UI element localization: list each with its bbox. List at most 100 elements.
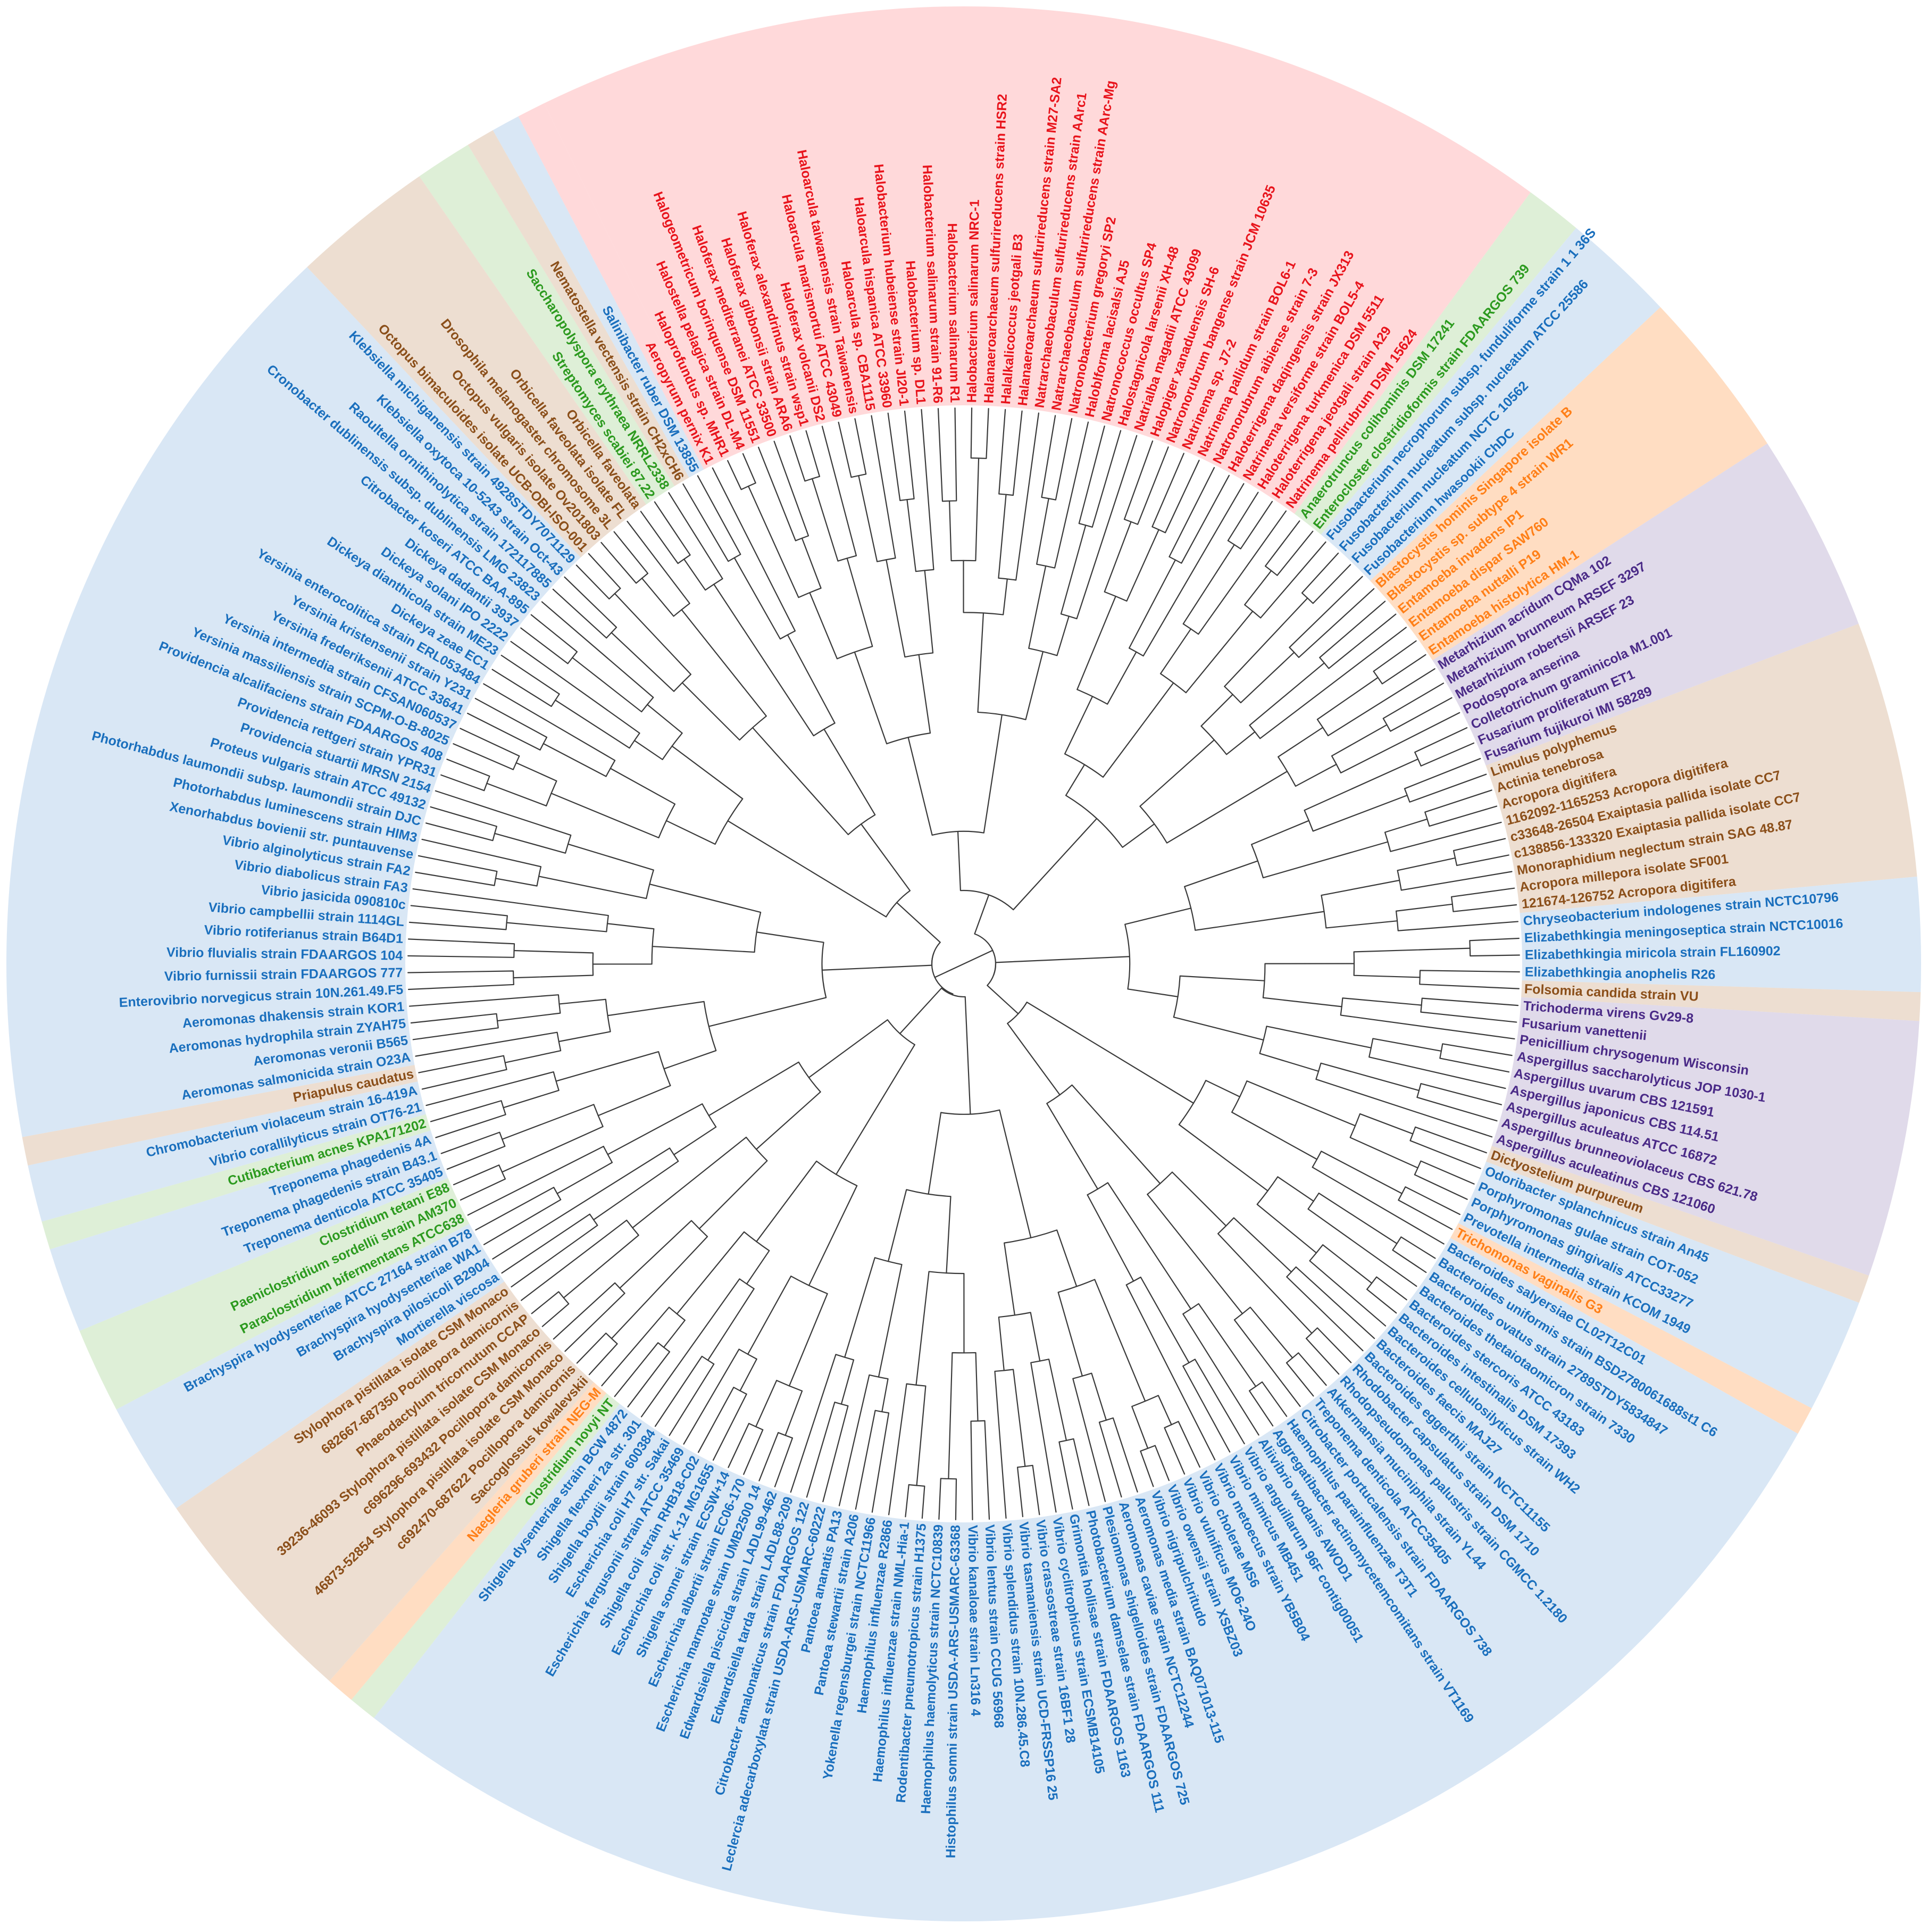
tree-branch: [977, 612, 1044, 720]
tree-branch: [1307, 1192, 1417, 1287]
leaf-label: Vibrio fluvialis strain FDAARGOS 104: [166, 945, 403, 963]
tree-branch: [541, 601, 654, 713]
tree-branch: [713, 584, 836, 737]
tree-branch: [607, 1001, 717, 1070]
tree-branch: [1340, 997, 1515, 1040]
tree-branch: [948, 1352, 979, 1480]
tree-branch: [1384, 818, 1502, 852]
tree-branch: [1366, 1276, 1407, 1314]
tree-branch: [467, 697, 548, 751]
tree-branch: [425, 806, 498, 842]
tree-branch: [553, 1282, 625, 1352]
tree-branch: [994, 1369, 1026, 1519]
tree-branch: [806, 1401, 849, 1503]
tree-branch: [1419, 970, 1520, 989]
tree-branch: [1131, 1395, 1172, 1449]
tree-branch: [1058, 1438, 1090, 1510]
tree-branch: [1331, 712, 1460, 773]
tree-branch: [1125, 1276, 1216, 1461]
tree-branch: [1016, 1464, 1040, 1518]
tree-branch: [1123, 440, 1169, 525]
tree-branch: [531, 1291, 570, 1327]
tree-branch: [1439, 1043, 1513, 1073]
tree-branch: [934, 950, 994, 978]
tree-branch: [453, 728, 520, 770]
tree-branch: [1469, 937, 1520, 957]
tree-branch: [1076, 595, 1137, 705]
tree-branch: [938, 1478, 957, 1520]
tree-branch: [748, 485, 822, 598]
tree-branch: [838, 418, 867, 478]
tree-branch: [632, 1136, 768, 1230]
tree-branch: [538, 843, 654, 900]
tree-branch: [1264, 520, 1314, 576]
tree-branch: [855, 1410, 890, 1513]
tree-branch: [1397, 857, 1513, 891]
tree-branch: [510, 640, 640, 749]
tree-branch: [1319, 601, 1397, 669]
tree-branch: [998, 409, 1023, 496]
tree-branch: [1286, 1352, 1327, 1397]
tree-branch: [1301, 552, 1351, 604]
tree-branch: [1182, 1303, 1259, 1436]
tree-branch: [1184, 860, 1325, 931]
tree-branch: [607, 1103, 717, 1155]
tree-branch: [1353, 947, 1471, 978]
tree-branch: [1028, 565, 1070, 656]
tree-branch: [987, 956, 1130, 1014]
tree-branch: [970, 407, 989, 459]
tree-branch: [1259, 1026, 1372, 1072]
tree-branch: [1404, 757, 1487, 803]
tree-branch: [1249, 627, 1407, 739]
tree-branch: [1087, 1182, 1192, 1310]
tree-branch: [970, 1420, 990, 1520]
tree-branch: [1382, 682, 1453, 732]
tree-branch: [844, 1257, 903, 1378]
tree-branch: [1178, 1080, 1268, 1192]
tree-branch: [1416, 1082, 1503, 1122]
tree-branch: [453, 1164, 506, 1201]
tree-branch: [1395, 903, 1519, 931]
tree-branch: [1373, 640, 1426, 685]
tree-branch: [1286, 1266, 1375, 1352]
tree-branch: [430, 1100, 506, 1138]
leaf-label: Halobacterium salinarum R1: [945, 223, 962, 403]
tree-branch: [1041, 415, 1073, 501]
tree-branch: [1169, 467, 1230, 564]
tree-branch: [1398, 1186, 1460, 1230]
tree-branch: [963, 560, 1008, 615]
tree-branch: [521, 1219, 639, 1301]
tree-branch: [1139, 739, 1288, 844]
tree-branch: [1414, 1160, 1475, 1200]
tree-branch: [483, 683, 616, 777]
tree-branch: [668, 492, 723, 591]
tree-branch: [1262, 963, 1355, 1007]
tree-branch: [1349, 1113, 1418, 1169]
tree-branch: [1200, 694, 1256, 755]
tree-branch: [899, 987, 971, 1115]
tree-branch: [757, 440, 809, 542]
tree-branch: [611, 593, 692, 692]
tree-branch: [1046, 1084, 1161, 1190]
tree-branch: [408, 905, 508, 930]
tree-branch: [1414, 727, 1475, 767]
tree-branch: [1321, 879, 1400, 929]
tree-branch: [676, 1231, 770, 1315]
tree-branch: [1098, 1417, 1138, 1498]
tree-branch: [475, 1187, 562, 1245]
tree-branch: [1424, 789, 1498, 827]
tree-branch: [1420, 997, 1519, 1023]
tree-branch: [492, 1147, 679, 1260]
tree-branch: [1224, 597, 1308, 704]
tree-branch: [728, 1422, 764, 1475]
tree-branch: [1004, 1229, 1078, 1316]
tree-branch: [905, 1484, 925, 1519]
tree-branch: [575, 553, 621, 599]
tree-branch: [440, 1131, 506, 1170]
tree-branch: [550, 768, 676, 838]
tree-branch: [1173, 975, 1265, 1041]
tree-branch: [752, 727, 876, 836]
tree-branch: [1151, 453, 1200, 534]
